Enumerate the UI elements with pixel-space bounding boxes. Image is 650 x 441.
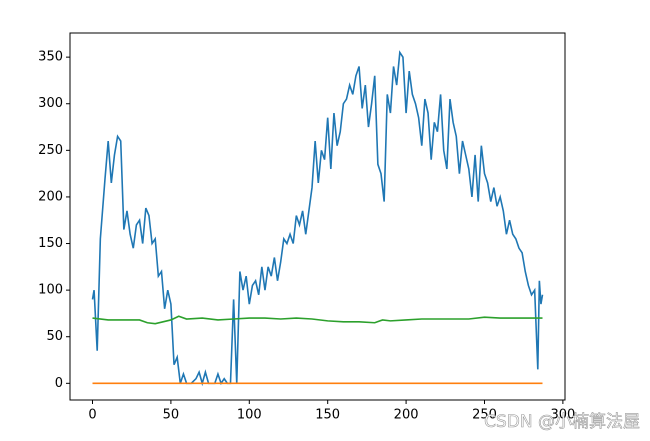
y-tick-label: 350: [38, 50, 63, 65]
x-tick-label: 300: [550, 408, 575, 423]
watermark: CSDN @小楠算法屋: [484, 412, 640, 432]
y-tick-label: 200: [38, 189, 63, 204]
x-tick-label: 250: [472, 408, 497, 423]
y-tick-label: 250: [38, 143, 63, 158]
line-series: [92, 315, 543, 325]
x-tick-label: 50: [163, 408, 180, 423]
line-series: [91, 50, 544, 387]
x-tick-label: 0: [88, 408, 96, 423]
y-tick-label: 100: [38, 283, 63, 298]
y-tick-label: 300: [38, 96, 63, 111]
x-tick-label: 150: [315, 408, 340, 423]
y-tick-label: 150: [38, 236, 63, 251]
plot-frame: [69, 32, 566, 401]
x-tick-label: 200: [394, 408, 419, 423]
y-tick-label: 50: [46, 329, 63, 344]
x-tick-label: 100: [237, 408, 262, 423]
y-tick-label: 0: [55, 376, 63, 391]
